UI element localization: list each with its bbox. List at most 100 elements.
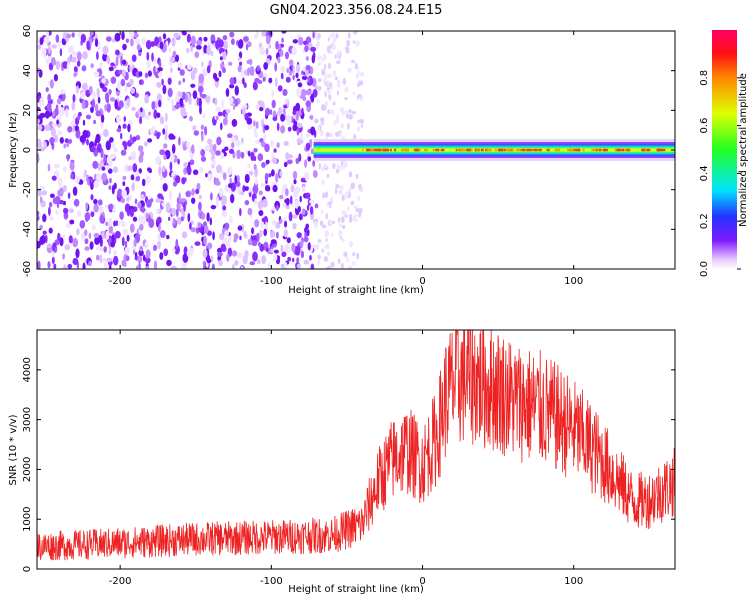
heatmap-cell [178, 80, 182, 86]
heatmap-cell [49, 201, 53, 208]
heatmap-cell [230, 137, 237, 143]
heatmap-cell [137, 255, 143, 264]
heatmap-cell [189, 115, 193, 122]
heatmap-cell [291, 243, 296, 253]
colorbar-tick-label: 0.2 [699, 213, 710, 229]
heatmap-cell [280, 244, 284, 253]
heatmap-cell [111, 234, 115, 245]
heatmap-cell [295, 157, 300, 165]
heatmap-cell [160, 175, 164, 181]
heatmap-cell [134, 170, 140, 177]
heatmap-cell [103, 153, 107, 164]
heatmap-cell [182, 253, 189, 263]
heatmap-cell [357, 195, 361, 202]
heatmap-cell [269, 109, 273, 115]
heatmap-band [313, 148, 675, 152]
heatmap-cell [49, 79, 54, 89]
heatmap-cell [214, 97, 218, 106]
heatmap-cell [352, 260, 356, 266]
heatmap-cell [288, 70, 293, 76]
heatmap-cell [101, 166, 106, 171]
heatmap-cell [219, 56, 223, 61]
y-tick-label: 60 [22, 25, 33, 38]
heatmap-cell [323, 245, 327, 249]
heatmap-cell [259, 107, 264, 112]
heatmap-cell [281, 187, 284, 197]
heatmap-cell [288, 211, 293, 222]
heatmap-cell [235, 181, 241, 187]
heatmap-cell [247, 125, 253, 130]
heatmap-cell [100, 159, 104, 167]
heatmap-cell [76, 60, 81, 67]
heatmap-cell [168, 216, 171, 221]
heatmap-cell [130, 38, 134, 47]
heatmap-cell [170, 265, 177, 269]
heatmap-cell [321, 248, 324, 253]
heatmap-cell [138, 168, 142, 174]
heatmap-cell [129, 223, 135, 233]
heatmap-cell [141, 206, 145, 214]
heatmap-cell [272, 157, 278, 164]
heatmap-cell [280, 72, 284, 80]
heatmap-cell [353, 214, 357, 218]
heatmap-cell [124, 203, 131, 213]
heatmap-cell [124, 240, 128, 247]
heatmap-cell [72, 94, 76, 103]
heatmap-cell [158, 36, 162, 43]
heatmap-cell [96, 142, 102, 153]
heatmap-cell [269, 140, 274, 147]
heatmap-cell [300, 177, 306, 183]
heatmap-cell [255, 121, 259, 129]
heatmap-cell [297, 82, 303, 88]
heatmap-cell [261, 162, 266, 168]
heatmap-cell [203, 235, 207, 246]
heatmap-cell [223, 40, 229, 50]
heatmap-cell [135, 38, 141, 45]
heatmap-cell [330, 109, 335, 116]
heatmap-cell [301, 208, 306, 216]
heatmap-cell [94, 236, 100, 245]
heatmap-cell [122, 123, 127, 129]
heatmap-cell [102, 86, 108, 93]
heatmap-cell [135, 175, 141, 182]
heatmap-cell [100, 114, 105, 123]
heatmap-cell [116, 116, 122, 124]
heatmap-cell [306, 228, 310, 237]
heatmap-cell [189, 159, 195, 166]
heatmap-cell [150, 198, 154, 203]
heatmap-cell [97, 96, 101, 104]
heatmap-cell [271, 169, 275, 177]
heatmap-cell [289, 59, 294, 66]
heatmap-cell [181, 208, 184, 216]
heatmap-cell [44, 234, 48, 244]
heatmap-cell [190, 70, 196, 81]
heatmap-cell [303, 259, 309, 265]
heatmap-cell [225, 88, 230, 97]
heatmap-cell [230, 194, 235, 204]
heatmap-cell [329, 34, 333, 38]
heatmap-cell [321, 68, 326, 76]
heatmap-cell [128, 156, 132, 161]
heatmap-cell [243, 186, 250, 191]
heatmap-cell [263, 133, 266, 141]
heatmap-cell [249, 58, 253, 66]
heatmap-cell [76, 228, 80, 236]
heatmap-cell [555, 148, 561, 152]
heatmap-cell [641, 148, 645, 152]
heatmap-cell [67, 45, 74, 54]
heatmap-cell [222, 117, 228, 126]
heatmap-cell [139, 116, 143, 125]
heatmap-cell [228, 183, 233, 189]
heatmap-cell [357, 93, 362, 98]
heatmap-cell [271, 99, 276, 109]
heatmap-cell [39, 112, 46, 118]
heatmap-cell [106, 155, 113, 165]
heatmap-cell [280, 113, 286, 122]
heatmap-cell [219, 187, 224, 198]
heatmap-cell [51, 44, 57, 49]
heatmap-cell [303, 171, 310, 182]
heatmap-cell [251, 227, 254, 235]
heatmap-cell [109, 137, 114, 143]
heatmap-cell [253, 163, 257, 170]
